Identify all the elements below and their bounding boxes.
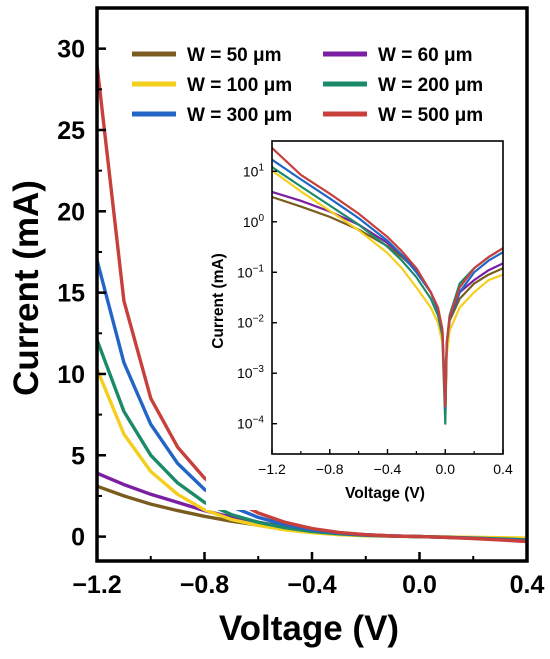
inset-series-layer [271,147,504,425]
inset-y-axis-title: Current (mA) [210,253,227,349]
main-series-line-w-500-m [95,64,528,544]
inset-x-tick-label: −0.4 [374,461,402,477]
main-y-tick-label: 25 [57,117,85,145]
main-y-tick-label: 15 [57,280,85,308]
inset-series-line-w-200-m [271,166,504,425]
legend-item-w-200-m: W = 200 μm [323,75,483,96]
main-y-tick-label: 5 [71,442,85,470]
legend-item-w-60-m: W = 60 μm [323,45,473,66]
inset-x-tick-label: 0.4 [493,461,513,477]
inset-x-tick-label: −0.8 [316,461,344,477]
legend-item-w-50-m: W = 50 μm [132,45,282,66]
main-chart: −1.2 −0.8 −0.4 0.0 0.4 0 5 10 15 20 25 30 Voltage … [7,6,544,648]
main-x-tick-label: −0.4 [287,571,336,599]
inset-y-tick-label: 10−2 [237,314,264,331]
main-y-tick-label: 10 [57,361,85,389]
inset-x-tick-label: 0.0 [436,461,456,477]
inset-y-tick-label: 100 [243,213,265,230]
legend-label: W = 300 μm [187,105,292,126]
main-x-tick-label: −0.8 [180,571,229,599]
inset-y-tick-label: 10−1 [237,263,264,280]
main-y-tick-label: 0 [71,524,85,552]
main-x-ticks: −1.2 −0.8 −0.4 0.0 0.4 [72,552,544,599]
main-series-layer [95,64,528,544]
main-x-tick-label: −1.2 [72,571,121,599]
main-x-axis-title: Voltage (V) [219,609,399,648]
inset-x-ticks: −1.2 −0.8 −0.4 0.0 0.4 [258,449,513,477]
inset-series-line-w-100-m [271,169,504,421]
main-x-tick-label: 0.4 [510,571,545,599]
inset-y-tick-label: 101 [243,162,265,179]
legend-label: W = 50 μm [187,45,282,66]
legend: W = 50 μm W = 60 μm W = 100 μm W = 200 μm W … [132,45,483,126]
legend-label: W = 200 μm [378,75,483,96]
legend-label: W = 500 μm [378,105,483,126]
main-y-tick-label: 20 [57,198,85,226]
inset-series-line-w-500-m [271,147,504,408]
legend-item-w-300-m: W = 300 μm [132,105,292,126]
main-y-axis-title: Current (mA) [7,180,46,396]
inset-chart: −1.2 −0.8 −0.4 0.0 0.4 10−410−310−210−110010… [206,134,524,510]
main-y-ticks: 0 5 10 15 20 25 30 [57,36,106,552]
inset-x-axis-title: Voltage (V) [345,485,425,502]
inset-x-tick-label: −1.2 [258,461,286,477]
main-x-tick-label: 0.0 [402,571,437,599]
main-y-tick-label: 30 [57,36,85,64]
inset-background [206,134,524,510]
inset-y-tick-label: 10−3 [237,364,264,381]
legend-item-w-500-m: W = 500 μm [323,105,483,126]
inset-y-tick-label: 10−4 [237,415,264,432]
legend-label: W = 60 μm [378,45,473,66]
inset-y-ticks: 10−4 10−3 10−2 10−1 100 101 [237,162,277,432]
legend-item-w-100-m: W = 100 μm [132,75,292,96]
legend-label: W = 100 μm [187,75,292,96]
